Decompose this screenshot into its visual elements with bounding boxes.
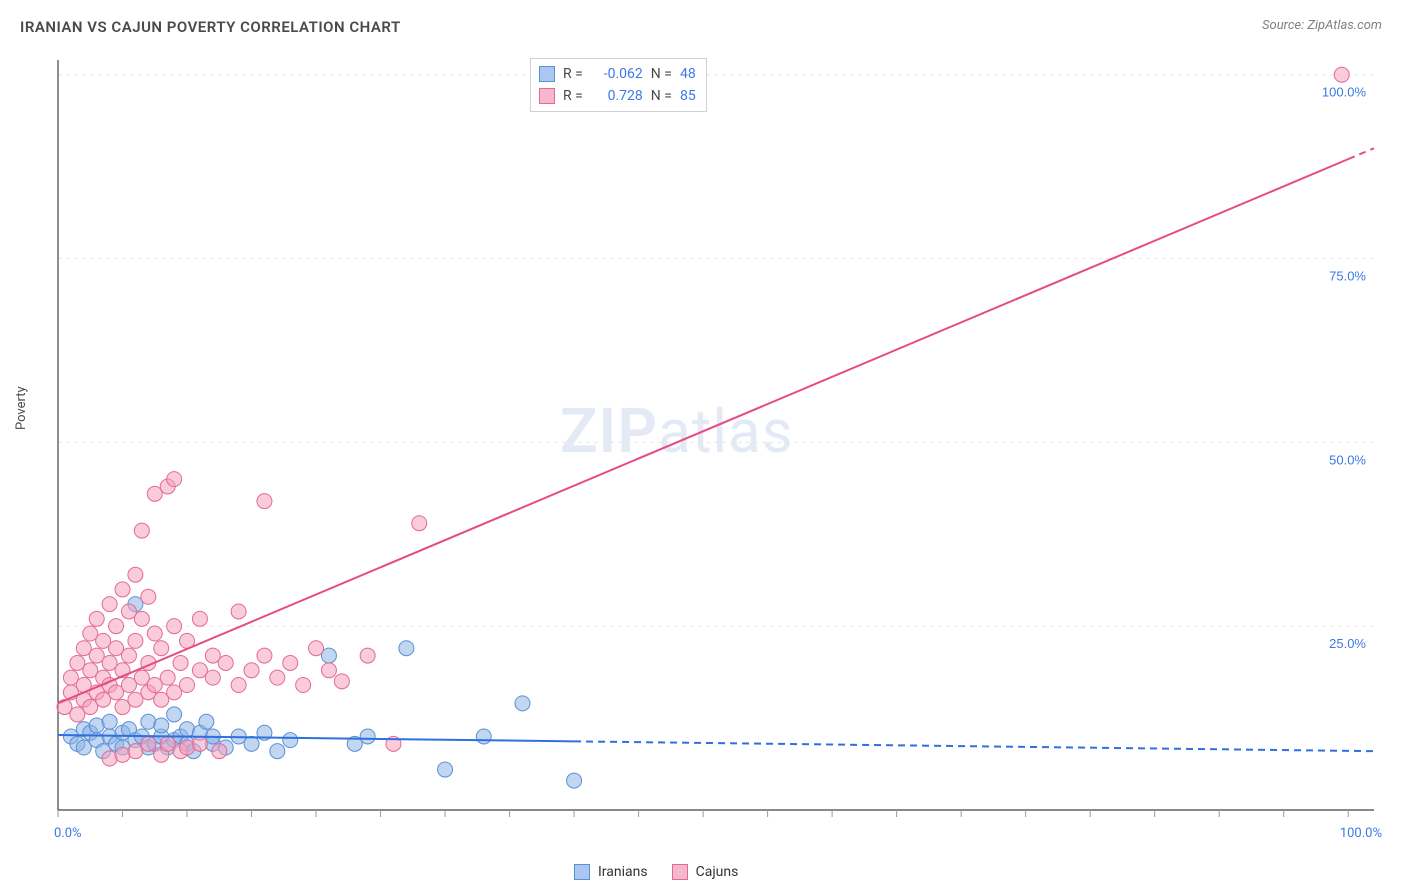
legend-series: Iranians Cajuns [574, 864, 738, 880]
legend-label: Iranians [598, 864, 648, 880]
legend-r-label: R = [563, 85, 583, 107]
svg-text:75.0%: 75.0% [1329, 269, 1366, 284]
legend-label: Cajuns [696, 864, 739, 880]
x-axis-min-label: 0.0% [54, 826, 82, 841]
svg-text:25.0%: 25.0% [1329, 636, 1366, 651]
legend-stats-row: R = -0.062 N = 48 [539, 63, 696, 85]
x-axis-max-label: 100.0% [1340, 826, 1382, 841]
legend-n-label: N = [651, 85, 672, 107]
legend-swatch [539, 88, 555, 104]
legend-stats: R = -0.062 N = 48 R = 0.728 N = 85 [530, 58, 707, 112]
legend-swatch [672, 864, 688, 880]
legend-swatch [539, 66, 555, 82]
source-label: Source: ZipAtlas.com [1262, 18, 1382, 33]
chart-area: 25.0% 50.0% 75.0% 100.0% [48, 50, 1382, 820]
scatter-chart: 25.0% 50.0% 75.0% 100.0% [48, 50, 1382, 820]
y-axis-label: Poverty [14, 386, 29, 430]
legend-r-label: R = [563, 63, 583, 85]
legend-item: Cajuns [672, 864, 739, 880]
chart-title: IRANIAN VS CAJUN POVERTY CORRELATION CHA… [20, 18, 401, 36]
legend-stats-row: R = 0.728 N = 85 [539, 85, 696, 107]
svg-text:100.0%: 100.0% [1322, 85, 1367, 100]
legend-item: Iranians [574, 864, 648, 880]
legend-r-value: 0.728 [591, 85, 643, 107]
legend-n-label: N = [651, 63, 672, 85]
legend-swatch [574, 864, 590, 880]
svg-text:50.0%: 50.0% [1329, 452, 1366, 467]
legend-r-value: -0.062 [591, 63, 643, 85]
legend-n-value: 85 [680, 85, 696, 107]
legend-n-value: 48 [680, 63, 696, 85]
